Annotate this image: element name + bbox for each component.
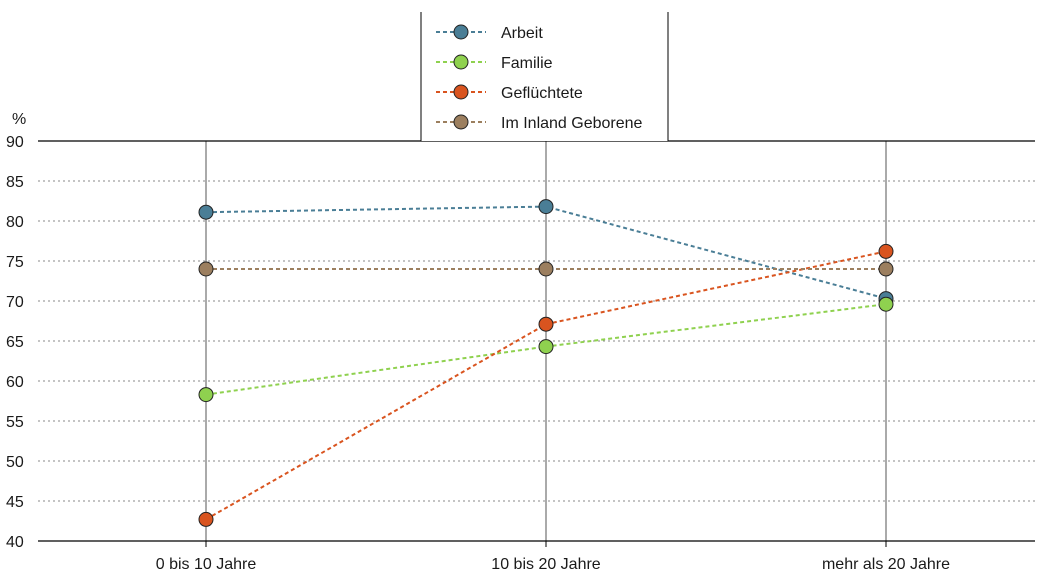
- y-tick-label: 85: [6, 174, 24, 191]
- data-point: [878, 261, 894, 277]
- legend-marker: [453, 24, 469, 40]
- y-tick-label: 40: [6, 534, 24, 551]
- legend-label: Im Inland Geborene: [501, 115, 643, 132]
- data-point: [878, 243, 894, 259]
- series-1: [198, 296, 894, 403]
- data-point: [878, 296, 894, 312]
- legend-item: Familie: [436, 54, 553, 72]
- data-point: [538, 316, 554, 332]
- data-point: [538, 199, 554, 215]
- data-point: [198, 204, 214, 220]
- series-2: [198, 243, 894, 527]
- legend-label: Geflüchtete: [501, 85, 583, 102]
- y-tick-label: 75: [6, 254, 24, 271]
- y-tick-labels: 40 45 50 55 60 65 70 75 80 85 90: [6, 134, 24, 551]
- data-point: [538, 261, 554, 277]
- data-point: [198, 261, 214, 277]
- legend-item: Geflüchtete: [436, 84, 583, 102]
- legend-marker: [453, 54, 469, 70]
- x-tick-label: 0 bis 10 Jahre: [156, 556, 257, 573]
- y-tick-label: 55: [6, 414, 24, 431]
- x-tick-label: mehr als 20 Jahre: [822, 556, 950, 573]
- legend: Arbeit Familie Geflüchtete Im Inland Gebore…: [420, 0, 669, 141]
- series-line: [205, 205, 887, 300]
- y-tick-label: 65: [6, 334, 24, 351]
- data-point: [198, 387, 214, 403]
- y-tick-label: 90: [6, 134, 24, 151]
- y-tick-label: 80: [6, 214, 24, 231]
- legend-marker: [453, 84, 469, 100]
- y-tick-label: 50: [6, 454, 24, 471]
- legend-item: Im Inland Geborene: [436, 114, 643, 132]
- y-tick-label: 60: [6, 374, 24, 391]
- y-tick-label: 45: [6, 494, 24, 511]
- x-tick-label: 10 bis 20 Jahre: [491, 556, 601, 573]
- legend-item: Arbeit: [436, 24, 543, 42]
- y-axis-unit-label: %: [12, 111, 26, 128]
- data-point: [198, 511, 214, 527]
- series-group: [198, 199, 894, 527]
- x-tick-labels: 0 bis 10 Jahre 10 bis 20 Jahre mehr als 20…: [156, 541, 950, 573]
- axes: [38, 140, 1035, 542]
- y-tick-label: 70: [6, 294, 24, 311]
- legend-label: Familie: [501, 55, 553, 72]
- grid: [38, 180, 1035, 502]
- legend-label: Arbeit: [501, 25, 543, 42]
- legend-marker: [453, 114, 469, 130]
- data-point: [538, 339, 554, 355]
- series-3: [198, 261, 894, 277]
